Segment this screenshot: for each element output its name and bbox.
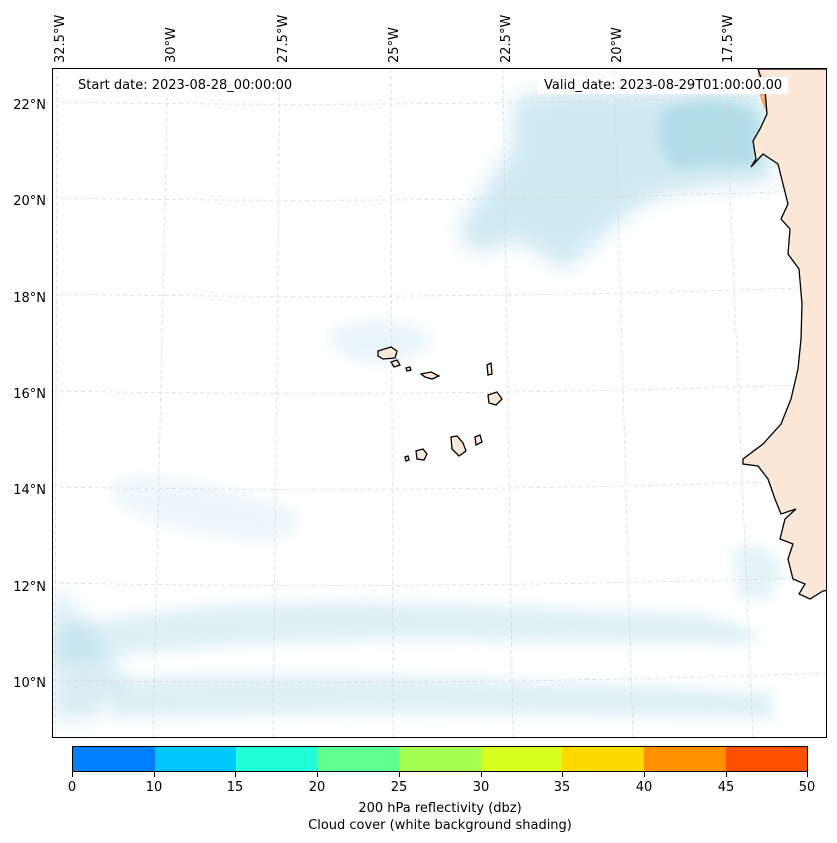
island-boa-vista xyxy=(487,391,503,406)
colorbar-tick-label-50: 50 xyxy=(798,780,816,795)
lon-label-30w: 30°W xyxy=(164,27,179,63)
lon-label-20w: 20°W xyxy=(610,27,625,63)
cloud-patch-east xyxy=(733,545,783,601)
colorbar-tick-label-10: 10 xyxy=(145,780,163,795)
colorbar-segment-35-40 xyxy=(562,747,644,771)
lat-label-12n: 12°N xyxy=(13,580,46,595)
colorbar-tick xyxy=(562,772,563,777)
colorbar-tick-label-30: 30 xyxy=(472,780,490,795)
lon-label-32-5w: 32.5°W xyxy=(53,14,68,63)
start-date-label: Start date: 2023-08-28_00:00:00 xyxy=(72,77,299,94)
colorbar-segment-0-10 xyxy=(73,747,155,771)
island-brava xyxy=(404,455,410,462)
colorbar-tick-label-20: 20 xyxy=(308,780,326,795)
graticule xyxy=(53,69,826,737)
lat-label-18n: 18°N xyxy=(13,291,46,306)
valid-date-label: Valid_date: 2023-08-29T01:00:00.00 xyxy=(538,77,789,94)
colorbar-tick xyxy=(235,772,236,777)
island-fogo xyxy=(415,448,428,461)
colorbar-tick-label-40: 40 xyxy=(635,780,653,795)
island-sal xyxy=(486,361,493,376)
island-santa-luzia xyxy=(405,366,412,372)
colorbar-segment-10-15 xyxy=(154,747,237,771)
colorbar-sublabel: Cloud cover (white background shading) xyxy=(308,818,572,833)
cloud-core-north xyxy=(659,100,758,169)
cloud-patch-mid xyxy=(331,320,433,363)
cloud-cover-layer xyxy=(53,89,783,719)
colorbar-segment-45-50 xyxy=(725,747,808,771)
lat-label-22n: 22°N xyxy=(13,98,46,113)
colorbar-label: 200 hPa reflectivity (dbz) xyxy=(358,801,522,816)
cloud-patch-west xyxy=(53,589,123,719)
colorbar-tick xyxy=(807,772,808,777)
colorbar-segment-40-45 xyxy=(643,747,726,771)
colorbar-tick xyxy=(481,772,482,777)
lon-label-17-5w: 17.5°W xyxy=(721,14,736,63)
colorbar-tick-label-35: 35 xyxy=(553,780,571,795)
colorbar-tick-label-15: 15 xyxy=(226,780,244,795)
lon-label-25w: 25°W xyxy=(387,27,402,63)
island-maio xyxy=(474,434,483,446)
colorbar-tick xyxy=(154,772,155,777)
cloud-band-south-2 xyxy=(113,673,773,719)
colorbar-tick xyxy=(644,772,645,777)
cloud-patch-scatter xyxy=(113,476,300,542)
island-sao-nicolau xyxy=(419,371,441,380)
lat-label-20n: 20°N xyxy=(13,194,46,209)
colorbar-tick xyxy=(72,772,73,777)
cloud-band-south-1 xyxy=(53,600,753,664)
colorbar-tick-label-45: 45 xyxy=(717,780,735,795)
lat-label-14n: 14°N xyxy=(13,483,46,498)
colorbar-segment-30-35 xyxy=(480,747,563,771)
colorbar xyxy=(72,746,808,772)
colorbar-segment-20-25 xyxy=(317,747,400,771)
lat-label-16n: 16°N xyxy=(13,387,46,402)
colorbar-tick-label-0: 0 xyxy=(67,780,77,795)
colorbar-tick xyxy=(399,772,400,777)
island-santiago xyxy=(450,435,467,457)
africa-coastline xyxy=(742,69,826,600)
colorbar-segment-15-20 xyxy=(236,747,318,771)
land-layer xyxy=(377,69,826,600)
island-sao-vicente xyxy=(390,359,401,368)
colorbar-tick xyxy=(317,772,318,777)
map-panel xyxy=(52,68,827,738)
colorbar-segment-25-30 xyxy=(399,747,481,771)
lat-label-10n: 10°N xyxy=(13,676,46,691)
island-santo-antao xyxy=(377,346,398,360)
map-canvas xyxy=(53,69,826,737)
colorbar-tick xyxy=(726,772,727,777)
colorbar-tick-label-25: 25 xyxy=(390,780,408,795)
lon-label-27-5w: 27.5°W xyxy=(276,14,291,63)
lon-label-22-5w: 22.5°W xyxy=(499,14,514,63)
